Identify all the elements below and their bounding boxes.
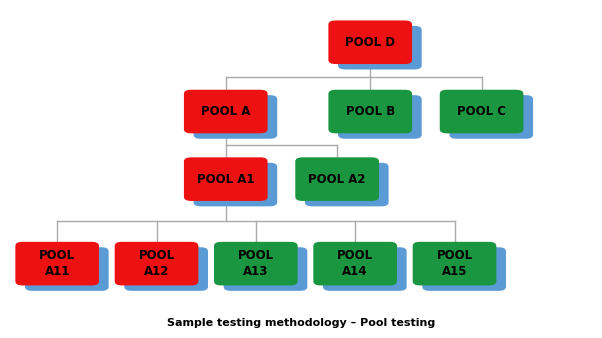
FancyBboxPatch shape (423, 247, 506, 291)
Text: POOL
A13: POOL A13 (238, 249, 274, 278)
FancyBboxPatch shape (329, 21, 412, 64)
FancyBboxPatch shape (305, 163, 389, 206)
FancyBboxPatch shape (313, 242, 397, 285)
Text: POOL A: POOL A (201, 105, 250, 118)
FancyBboxPatch shape (194, 95, 277, 139)
FancyBboxPatch shape (224, 247, 307, 291)
Text: POOL B: POOL B (346, 105, 395, 118)
FancyBboxPatch shape (338, 95, 421, 139)
FancyBboxPatch shape (413, 242, 496, 285)
FancyBboxPatch shape (338, 26, 421, 70)
Text: POOL A2: POOL A2 (308, 173, 366, 186)
Text: POOL D: POOL D (345, 36, 396, 49)
FancyBboxPatch shape (439, 90, 524, 133)
FancyBboxPatch shape (16, 242, 99, 285)
FancyBboxPatch shape (296, 158, 379, 201)
FancyBboxPatch shape (184, 158, 267, 201)
FancyBboxPatch shape (329, 90, 412, 133)
FancyBboxPatch shape (194, 163, 277, 206)
FancyBboxPatch shape (323, 247, 407, 291)
FancyBboxPatch shape (184, 90, 267, 133)
FancyBboxPatch shape (114, 242, 199, 285)
Text: POOL
A14: POOL A14 (337, 249, 373, 278)
FancyBboxPatch shape (25, 247, 108, 291)
Text: POOL
A15: POOL A15 (436, 249, 473, 278)
FancyBboxPatch shape (125, 247, 208, 291)
Text: POOL
A12: POOL A12 (138, 249, 175, 278)
Text: Sample testing methodology – Pool testing: Sample testing methodology – Pool testin… (167, 318, 435, 328)
FancyBboxPatch shape (214, 242, 298, 285)
Text: POOL A1: POOL A1 (197, 173, 255, 186)
Text: POOL
A11: POOL A11 (39, 249, 75, 278)
Text: POOL C: POOL C (457, 105, 506, 118)
FancyBboxPatch shape (449, 95, 533, 139)
